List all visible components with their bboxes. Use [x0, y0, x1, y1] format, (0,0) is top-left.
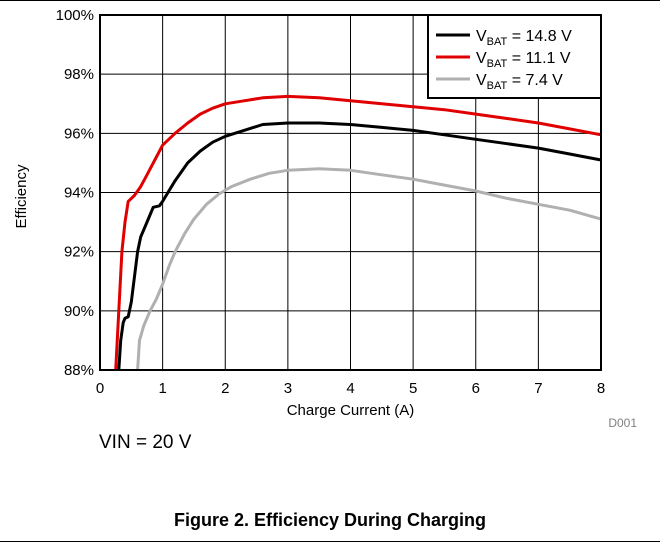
- x-tick-label: 1: [158, 380, 166, 397]
- x-tick-label: 2: [221, 380, 229, 397]
- efficiency-chart: 0 1 2 3 4 5 6 7 8 88% 90% 92% 94% 96% 98% 100% Charge C…: [13, 7, 637, 430]
- x-tick-label: 4: [346, 380, 354, 397]
- x-tick-label: 3: [284, 380, 292, 397]
- x-tick-label: 0: [96, 380, 104, 397]
- top-rule: [0, 0, 660, 1]
- y-tick-label: 98%: [64, 66, 94, 83]
- series-line-3: [136, 167, 602, 371]
- bottom-rule: [0, 541, 660, 542]
- legend-entry: VBAT = 14.8 V: [476, 28, 572, 48]
- x-tick-label: 6: [472, 380, 480, 397]
- series-layer: [114, 94, 602, 371]
- x-tick-label: 8: [597, 380, 605, 397]
- legend-entry: VBAT = 7.4 V: [476, 72, 563, 92]
- plot-frame: [99, 14, 602, 371]
- series-line-2: [114, 94, 602, 371]
- x-tick-label: 7: [534, 380, 542, 397]
- figure-code: D001: [608, 416, 637, 430]
- y-tick-label: 92%: [64, 244, 94, 261]
- y-axis-label: Efficiency: [13, 164, 30, 228]
- tick-labels: 0 1 2 3 4 5 6 7 8 88% 90% 92% 94% 96% 98% 100%: [56, 7, 606, 397]
- y-tick-label: 94%: [64, 185, 94, 202]
- input-voltage-note: VIN = 20 V: [99, 432, 192, 453]
- series-line-1: [117, 121, 602, 371]
- y-tick-label: 88%: [64, 362, 94, 379]
- y-tick-label: 90%: [64, 303, 94, 320]
- figure-caption: Figure 2. Efficiency During Charging: [173, 510, 487, 530]
- y-tick-label: 100%: [56, 7, 94, 24]
- legend-entry: VBAT = 11.1 V: [476, 50, 571, 70]
- y-tick-label: 96%: [64, 125, 94, 142]
- x-axis-label: Charge Current (A): [287, 402, 415, 419]
- x-tick-label: 5: [409, 380, 417, 397]
